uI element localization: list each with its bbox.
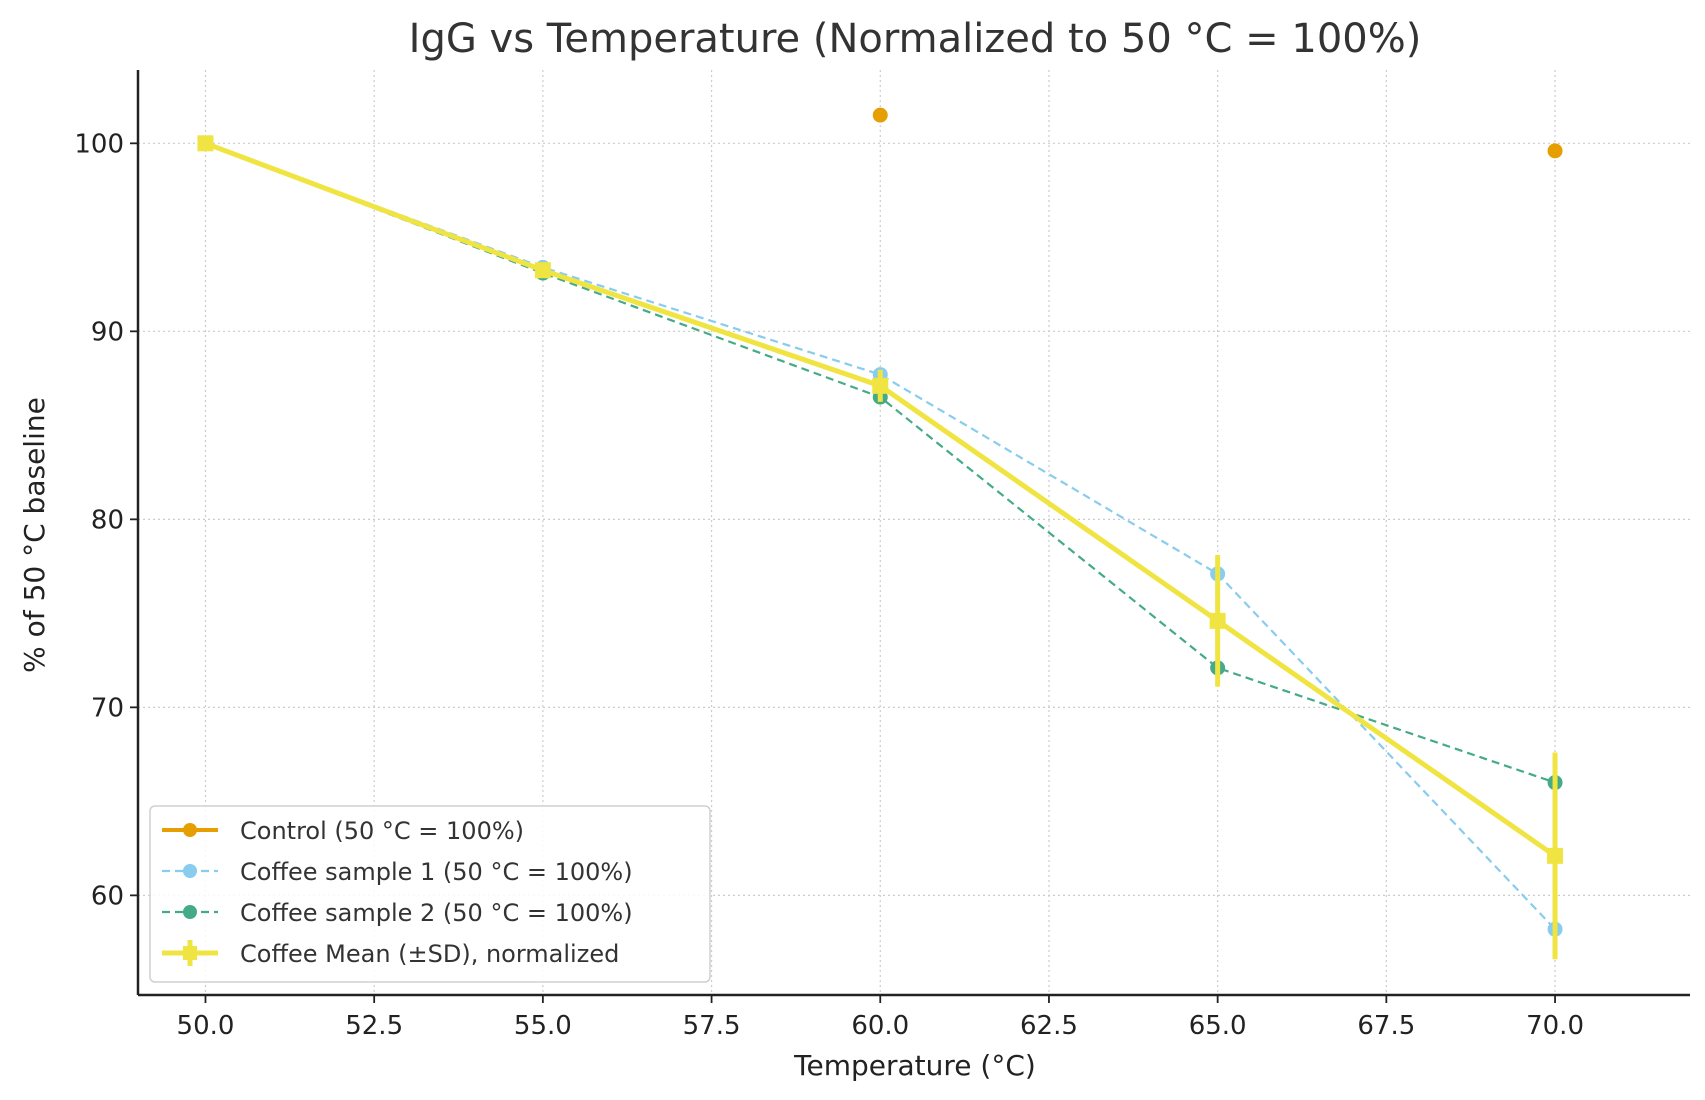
- legend-marker: [183, 823, 197, 837]
- series-layer: [197, 107, 1564, 960]
- series-4: [197, 135, 1564, 960]
- legend-marker: [183, 946, 197, 960]
- data-point: [1547, 143, 1563, 159]
- axes: 50.0 52.5 55.0 57.5 60.0 62.5 65.0 67.5 70.0 60 70…: [74, 70, 1690, 1041]
- x-axis-label: Temperature (°C): [793, 1049, 1036, 1082]
- chart-title: IgG vs Temperature (Normalized to 50 °C …: [409, 16, 1422, 62]
- legend-label: Coffee Mean (±SD), normalized: [240, 940, 619, 968]
- x-tick-label: 65.0: [1189, 1011, 1247, 1041]
- legend-item: Coffee sample 2 (50 °C = 100%): [162, 899, 633, 927]
- x-tick-label: 67.5: [1357, 1011, 1415, 1041]
- x-tick-label: 70.0: [1526, 1011, 1584, 1041]
- data-point: [534, 262, 551, 279]
- legend: Control (50 °C = 100%) Coffee sample 1 (5…: [149, 805, 711, 983]
- x-tick-label: 62.5: [1020, 1011, 1078, 1041]
- y-tick-label: 70: [91, 693, 124, 723]
- legend-marker: [183, 905, 197, 919]
- legend-box: [149, 805, 711, 983]
- y-tick-label: 80: [91, 505, 124, 535]
- x-tick-label: 55.0: [514, 1011, 572, 1041]
- x-tick-label: 57.5: [683, 1011, 741, 1041]
- x-tick-label: 50.0: [177, 1011, 235, 1041]
- data-point: [1547, 847, 1564, 864]
- legend-marker: [183, 864, 197, 878]
- legend-label: Coffee sample 1 (50 °C = 100%): [240, 858, 633, 886]
- data-point: [872, 107, 888, 123]
- series-1: [872, 107, 1563, 159]
- legend-item: Control (50 °C = 100%): [162, 817, 524, 845]
- y-tick-label: 100: [74, 129, 124, 159]
- data-point: [1209, 612, 1226, 629]
- x-tick-label: 52.5: [345, 1011, 403, 1041]
- y-axis-label: % of 50 °C baseline: [18, 397, 51, 673]
- legend-item: Coffee sample 1 (50 °C = 100%): [162, 858, 633, 886]
- data-point: [197, 135, 214, 152]
- data-point: [872, 377, 889, 394]
- legend-label: Control (50 °C = 100%): [240, 817, 524, 845]
- legend-item: Coffee Mean (±SD), normalized: [162, 940, 619, 968]
- y-tick-label: 90: [91, 317, 124, 347]
- legend-label: Coffee sample 2 (50 °C = 100%): [240, 899, 633, 927]
- y-tick-label: 60: [91, 881, 124, 911]
- x-tick-label: 60.0: [851, 1011, 909, 1041]
